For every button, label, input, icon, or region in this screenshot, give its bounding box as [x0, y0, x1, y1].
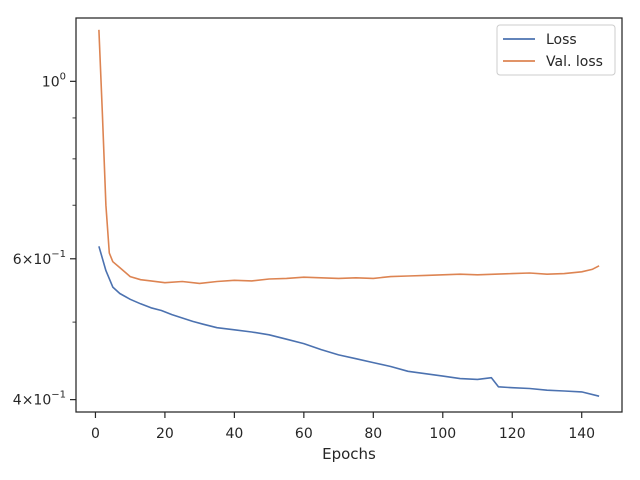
- x-tick-label: 140: [568, 426, 595, 442]
- x-tick-label: 120: [499, 426, 526, 442]
- plot-frame: [75, 17, 623, 413]
- legend-label: Loss: [546, 32, 577, 48]
- x-axis: 0 20 40 60 80 100 120 140: [91, 412, 595, 442]
- x-axis-label: Epochs: [322, 445, 376, 463]
- series-line-1: [98, 29, 600, 285]
- series-line-0: [98, 246, 600, 397]
- legend-label: Val. loss: [546, 54, 603, 70]
- y-axis: 100 6×10−1 4×10−1: [13, 71, 76, 409]
- legend-box: [496, 24, 616, 76]
- x-tick-label: 80: [364, 426, 382, 442]
- series-layer: [98, 29, 600, 397]
- y-tick-label: 100: [42, 71, 66, 90]
- legend: Loss Val. loss: [496, 24, 616, 76]
- x-tick-label: 20: [156, 426, 174, 442]
- x-tick-label: 0: [91, 426, 100, 442]
- y-tick-label: 4×10−1: [13, 390, 66, 409]
- x-tick-label: 100: [429, 426, 456, 442]
- y-tick-label: 6×10−1: [13, 249, 66, 268]
- x-tick-label: 60: [295, 426, 313, 442]
- x-tick-label: 40: [225, 426, 243, 442]
